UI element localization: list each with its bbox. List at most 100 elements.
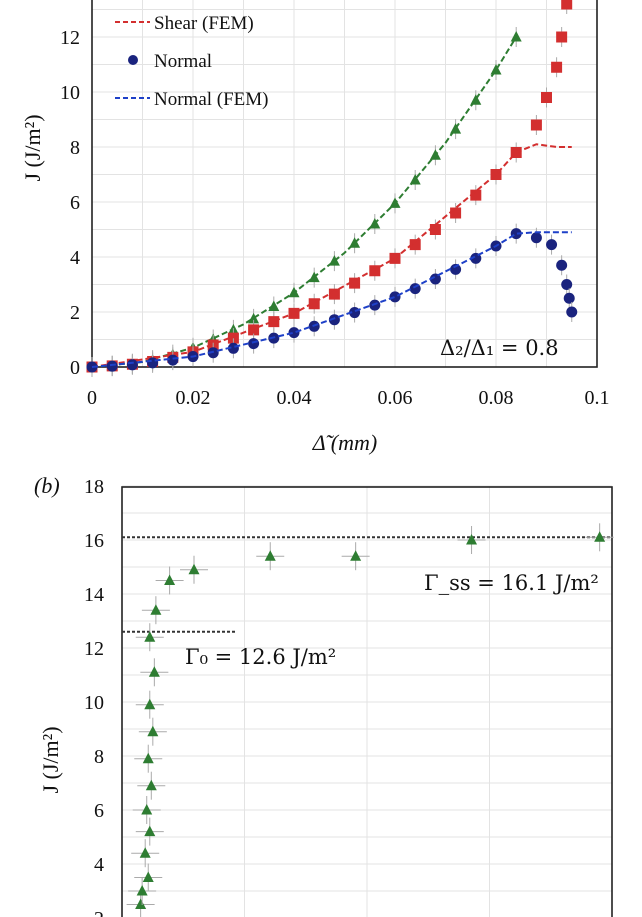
data-point-triangle — [466, 534, 478, 545]
a-ytick-label: 4 — [70, 247, 80, 269]
legend-normal-fem: Normal (FEM) — [154, 89, 269, 110]
data-point-triangle — [141, 804, 153, 815]
data-point-circle — [106, 360, 118, 372]
panel-b-series — [126, 523, 614, 917]
panel-a-frame — [91, 0, 598, 368]
ratio-annotation: Δ₂/Δ₁ = 0.8 — [440, 336, 559, 360]
a-xtick-label: 0 — [87, 387, 97, 409]
data-point-square — [268, 316, 280, 328]
data-point-triangle — [136, 885, 148, 896]
data-point-square — [490, 169, 502, 180]
a-xtick-label: 0.02 — [176, 387, 211, 409]
data-point-circle — [389, 291, 401, 303]
data-point-triangle — [350, 550, 362, 561]
data-point-triangle — [144, 825, 156, 837]
data-point-triangle — [490, 64, 502, 75]
data-point-circle — [566, 306, 578, 318]
panel-a: 0 0.02 0.04 0.06 0.08 0.1 0 2 4 6 8 10 12 Shear (FEM… — [20, 0, 610, 455]
b-ytick-label: 8 — [94, 746, 104, 768]
legend-normal-swatch — [128, 55, 138, 65]
data-point-circle — [409, 283, 421, 295]
b-ytick-label: 18 — [84, 476, 104, 498]
series-line-normal-fem- — [91, 231, 572, 368]
panel-b-label: (b) — [34, 473, 60, 498]
data-point-circle — [530, 232, 542, 244]
gamma-ss-label: Γ_ss = 16.1 J/m² — [424, 571, 599, 595]
data-point-triangle — [510, 31, 522, 42]
data-point-triangle — [148, 666, 160, 677]
b-ytick-label: 14 — [84, 584, 104, 606]
panel-a-ticks: 0 0.02 0.04 0.06 0.08 0.1 0 2 4 6 8 10 12 — [60, 27, 610, 409]
data-point-square — [369, 265, 381, 277]
a-xtick-label: 0.06 — [378, 387, 413, 409]
data-point-square — [429, 224, 441, 235]
b-ytick-label: 16 — [84, 530, 104, 552]
a-xtick-label: 0.04 — [277, 387, 312, 409]
data-point-circle — [147, 357, 159, 369]
data-point-square — [551, 61, 563, 73]
legend-shear-fem: Shear (FEM) — [154, 13, 254, 34]
panel-a-ylabel: J (J/m²) — [20, 114, 45, 181]
b-ytick-label: 10 — [84, 692, 104, 714]
data-point-circle — [288, 327, 300, 339]
a-ytick-label: 12 — [60, 27, 80, 49]
data-point-circle — [126, 359, 138, 371]
panel-a-legend: Shear (FEM) Normal Normal (FEM) — [115, 13, 269, 110]
a-ytick-label: 6 — [70, 192, 80, 214]
a-ytick-label: 8 — [70, 137, 80, 159]
data-point-circle — [546, 239, 558, 251]
data-point-circle — [563, 292, 575, 304]
data-point-circle — [561, 279, 573, 290]
b-ytick-label: 2 — [94, 908, 104, 917]
data-point-triangle — [135, 898, 147, 909]
a-xtick-label: 0.1 — [585, 387, 610, 409]
data-point-circle — [167, 354, 179, 366]
data-point-circle — [248, 338, 260, 350]
series-line-shear-fem- — [91, 143, 572, 368]
b-ytick-label: 6 — [94, 800, 104, 822]
data-point-triangle — [450, 123, 462, 134]
data-point-triangle — [145, 779, 157, 791]
data-point-square — [450, 207, 462, 219]
a-ytick-label: 0 — [70, 357, 80, 379]
data-point-circle — [369, 299, 381, 311]
data-point-square — [530, 119, 542, 131]
a-xtick-label: 0.08 — [479, 387, 514, 409]
data-point-triangle — [147, 725, 159, 737]
data-point-circle — [556, 259, 568, 271]
data-point-square — [328, 288, 340, 300]
gamma-0-label: Γ₀ = 12.6 J/m² — [185, 645, 336, 669]
panel-b-ticks: 18 16 14 12 10 8 6 4 2 — [84, 476, 104, 917]
data-point-square — [349, 277, 361, 289]
data-point-triangle — [144, 698, 156, 710]
panel-b-frame — [121, 486, 613, 917]
data-point-triangle — [264, 550, 276, 561]
panel-a-xlabel: Δ̃ (mm) — [312, 430, 377, 455]
panel-b: (b) 18 16 14 12 10 8 6 4 2 Γ_ss = 16.1 J/m² Γ₀ =… — [34, 473, 614, 917]
a-ytick-label: 10 — [60, 82, 80, 104]
data-point-circle — [328, 314, 340, 326]
data-point-triangle — [164, 574, 176, 585]
data-point-triangle — [142, 752, 154, 764]
data-point-triangle — [139, 847, 151, 858]
data-point-square — [248, 324, 260, 336]
data-point-triangle — [150, 604, 162, 615]
data-point-triangle — [594, 531, 606, 542]
data-point-square — [561, 0, 573, 10]
data-point-square — [556, 31, 568, 43]
b-ytick-label: 4 — [94, 854, 104, 876]
data-point-square — [227, 332, 239, 344]
data-point-triangle — [142, 871, 154, 882]
data-point-triangle — [144, 631, 156, 642]
data-point-square — [470, 189, 482, 201]
a-ytick-label: 2 — [70, 302, 80, 324]
panel-b-gridlines — [122, 485, 612, 917]
legend-normal: Normal — [154, 51, 212, 72]
data-point-square — [409, 239, 421, 251]
data-point-square — [308, 298, 320, 310]
data-point-circle — [450, 263, 462, 275]
b-ytick-label: 12 — [84, 638, 104, 660]
panel-b-ylabel: J (J/m²) — [38, 726, 63, 793]
data-point-square — [541, 92, 552, 103]
